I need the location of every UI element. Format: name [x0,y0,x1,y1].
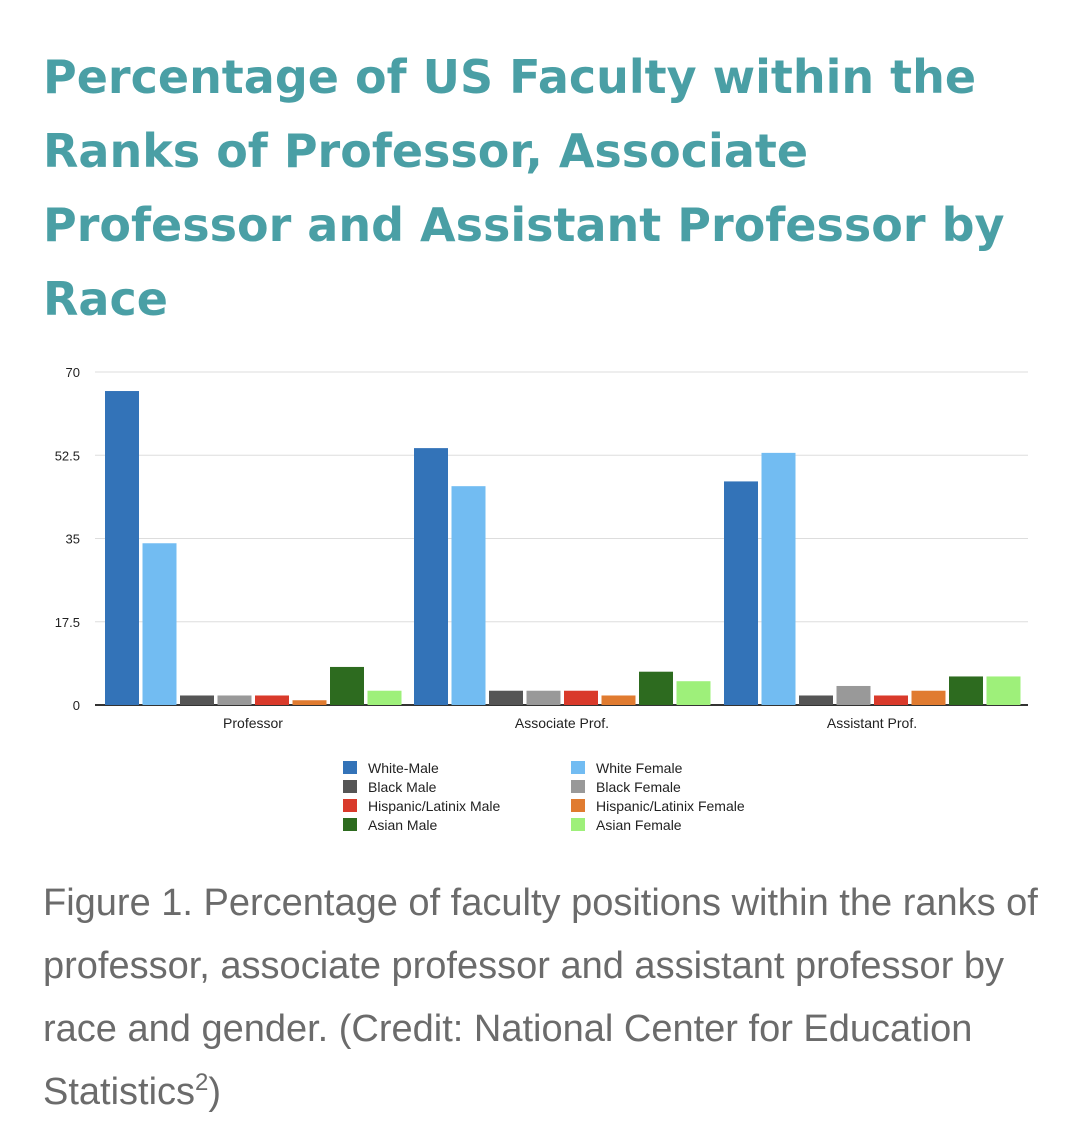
legend-label: Hispanic/Latinix Female [596,798,745,814]
x-tick-label: Professor [223,715,283,731]
legend-label: Hispanic/Latinix Male [368,798,500,814]
bar [761,452,796,705]
bar [367,690,402,705]
caption-end: ) [208,1071,222,1113]
bar [676,681,711,705]
legend-swatch [343,761,357,774]
legend-swatch [343,818,357,831]
y-tick-label: 52.5 [55,448,80,463]
bar [724,481,758,705]
legend-swatch [343,799,357,812]
bar [142,543,177,705]
bar [874,695,908,705]
bar [489,690,523,705]
caption-superscript: 2 [195,1069,209,1096]
legend-label: Black Female [596,779,681,795]
y-tick-label: 70 [66,365,80,380]
legend-label: White-Male [368,760,439,776]
page-title: Percentage of US Faculty within the Rank… [43,50,1005,326]
legend-swatch [571,799,585,812]
bar-chart: 0 17.5 35 52.5 70 Professor Associate Prof. Ass… [55,365,1028,833]
bar [330,666,364,705]
bar [911,690,946,705]
bar [639,671,673,705]
legend-swatch [571,818,585,831]
bar [217,695,252,705]
bar [292,700,327,705]
x-tick-label: Assistant Prof. [827,715,917,731]
figure-caption: Figure 1. Percentage of faculty position… [43,872,1053,1124]
legend-swatch [343,780,357,793]
y-tick-label: 17.5 [55,615,80,630]
bar [526,690,561,705]
bar [451,486,486,705]
legend-label: Black Male [368,779,437,795]
bar [105,391,139,705]
legend-swatch [571,761,585,774]
y-tick-label: 35 [66,532,80,547]
bar [601,695,636,705]
bar [799,695,833,705]
bar [564,690,598,705]
bar [255,695,289,705]
legend-label: Asian Female [596,817,682,833]
bar [949,676,983,705]
caption-text: Figure 1. Percentage of faculty position… [43,882,1038,1113]
bar [414,448,448,705]
y-tick-label: 0 [73,698,80,713]
legend-label: White Female [596,760,683,776]
bar [986,676,1021,705]
x-tick-label: Associate Prof. [515,715,609,731]
bar [836,685,871,705]
legend-swatch [571,780,585,793]
legend-label: Asian Male [368,817,437,833]
bar [180,695,214,705]
